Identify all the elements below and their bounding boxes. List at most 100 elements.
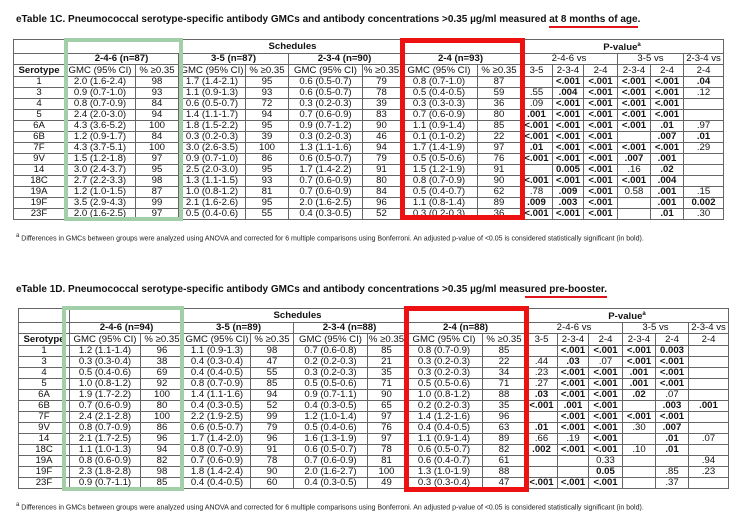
pvalue-cell: <.001 [583,153,618,166]
pvalue-cell: .94 [687,455,730,468]
pvalue-cell: <.001 [588,400,623,413]
pvalue-group-header: 2-4-6 vs [525,322,623,335]
value-cell: 0.7 (0.6-0.9) [183,455,251,468]
value-cell: 78 [367,444,406,457]
table-row: 23F 2.0 (1.6-2.5) 97 0.5 (0.4-0.6) 55 0.4 (0.… [13,208,725,221]
value-cell: 71 [367,378,406,391]
pvalue-cell: <.001 [583,208,618,221]
serotype-cell: 23F [13,208,65,221]
pvalue-cell: <.001 [588,367,623,380]
pvalue-cell: <.001 [552,175,584,188]
value-cell: 0.9 (0.7-1.0) [64,87,136,100]
pvalue-cell [687,378,730,391]
serotype-cell: 4 [13,98,65,111]
pvalue-footnote-marker: a [642,311,646,317]
value-cell: 81 [245,186,289,199]
value-cell: 0.7 (0.6-0.9) [293,455,368,468]
value-cell: 35 [367,367,406,380]
pvalue-cell: .55 [520,87,553,100]
pvalue-cell [617,197,651,210]
footnote-text: Differences in GMCs between groups were … [19,235,644,243]
value-cell: 1.1 (0.9-1.4) [400,120,478,133]
pvalue-cell: <.001 [552,131,584,144]
column-header: 2-3-4 [557,333,589,347]
pvalue-cell [687,389,730,402]
value-cell: 1.7 (1.4-2.1) [178,76,246,89]
pvalue-cell: <.001 [552,109,584,122]
pvalue-cell: 0.002 [682,197,725,210]
value-cell: 0.3 (0.2-0.3) [288,131,363,144]
serotype-cell: 6A [18,389,70,402]
value-cell: 96 [140,345,184,358]
value-cell: 1.9 (1.7-2.2) [69,389,141,402]
value-cell: 2.3 (1.8-2.8) [69,466,141,479]
pvalue-group-header: 2-4-6 vs [520,53,618,66]
pvalue-cell: .15 [682,186,725,199]
value-cell: 93 [135,87,179,100]
value-cell: 98 [135,76,179,89]
value-cell: 85 [477,120,521,133]
pvalue-cell: <.001 [583,197,618,210]
value-cell: 0.5 (0.5-0.6) [293,378,368,391]
value-cell: 22 [482,356,526,369]
table-row: 18C 1.1 (1.0-1.3) 94 0.8 (0.7-0.9) 91 0.6 (0.… [18,444,730,457]
column-header: 2-4 [655,333,689,347]
column-header: Serotype [13,64,65,78]
value-cell: 0.6 (0.5-0.7) [288,87,363,100]
title-emphasis-underlined: at 8 months of age [549,14,638,28]
value-cell: 0.8 (0.7-0.9) [400,175,478,188]
table-row: 3 0.9 (0.7-1.0) 93 1.1 (0.9-1.3) 93 0.6 (0.5-… [13,87,725,100]
value-cell: 0.4 (0.3-0.5) [183,400,251,413]
serotype-cell: 6A [13,120,65,133]
empty-header-cell [18,307,70,324]
serotype-cell: 6B [13,131,65,144]
value-cell: 2.7 (2.2-3.3) [64,175,136,188]
value-cell: 0.2 (0.2-0.3) [405,400,483,413]
value-cell: 83 [362,109,401,122]
column-header: Serotype [18,333,70,347]
pvalue-cell: <.001 [525,400,558,413]
column-header: % ≥0.35 [482,333,526,347]
pvalue-cell [557,466,589,479]
table-c: Schedules P-valuea 2-4-6 (n=87) 3-5 (n=87) 2… [13,38,725,221]
table-row: 5 2.4 (2.0-3.0) 94 1.4 (1.1-1.7) 94 0.7 (0.6-… [13,109,725,122]
pvalue-cell: <.001 [552,142,584,155]
value-cell: 0.6 (0.4-0.7) [405,455,483,468]
value-cell: 84 [135,98,179,111]
pvalue-cell: <.001 [617,109,651,122]
value-cell: 0.7 (0.6-0.9) [288,186,363,199]
value-cell: 2.0 (1.6-2.7) [293,466,368,479]
pvalue-cell: <.001 [520,131,553,144]
value-cell: 95 [135,164,179,177]
pvalue-cell: <.001 [583,186,618,199]
pvalue-cell [557,455,589,468]
pvalue-cell [687,444,730,457]
value-cell: 0.6 (0.5-0.7) [405,444,483,457]
pvalue-cell: .66 [525,433,558,446]
value-cell: 98 [135,175,179,188]
value-cell: 87 [477,76,521,89]
value-cell: 1.7 (1.4-1.9) [400,142,478,155]
pvalue-cell: <.001 [525,477,558,490]
pvalue-cell: .16 [617,164,651,177]
pvalue-cell: <.001 [655,367,689,380]
column-header: % ≥0.35 [477,64,521,78]
pvalue-group-header: 2-3-4 vs [687,322,730,335]
pvalue-cell: .01 [655,433,689,446]
value-cell: 96 [362,197,401,210]
value-cell: 91 [362,164,401,177]
pvalue-cell: <.001 [583,164,618,177]
pvalue-cell: .001 [687,400,730,413]
pvalue-cell: <.001 [622,345,656,358]
pvalue-cell: <.001 [588,433,623,446]
pvalue-cell: .03 [525,389,558,402]
value-cell: 2.1 (1.7-2.5) [69,433,141,446]
serotype-cell: 14 [13,164,65,177]
value-cell: 2.5 (2.0-3.0) [178,164,246,177]
table-c-footnote: a Differences in GMCs between groups wer… [16,233,644,242]
value-cell: 93 [245,175,289,188]
pvalue-cell: <.001 [655,378,689,391]
pvalue-cell: <.001 [557,367,589,380]
pvalue-cell: .004 [552,87,584,100]
serotype-cell: 19A [13,186,65,199]
